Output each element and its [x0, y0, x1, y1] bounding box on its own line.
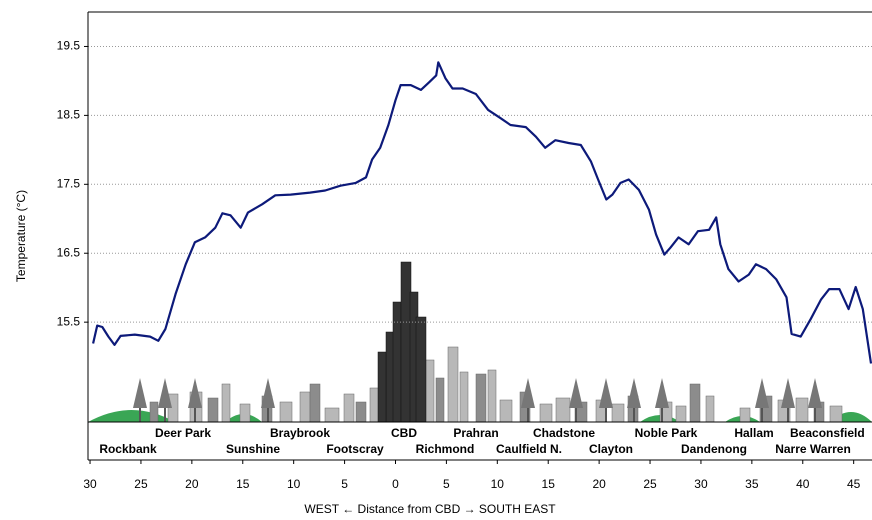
- building: [309, 383, 321, 423]
- grid: [88, 45, 872, 323]
- tree: [781, 378, 795, 408]
- x-tick-label: 45: [847, 477, 861, 491]
- tree: [755, 378, 769, 408]
- building: [221, 383, 231, 423]
- x-tick-label: 10: [491, 477, 505, 491]
- x-tick-label: 5: [443, 477, 450, 491]
- hill: [88, 410, 175, 422]
- temperature-line: [92, 61, 872, 364]
- x-tick-label: 30: [83, 477, 97, 491]
- building: [343, 393, 355, 423]
- building: [149, 401, 159, 423]
- location-label: Caulfield N.: [496, 442, 562, 456]
- location-label: Rockbank: [99, 442, 157, 456]
- location-label: Prahran: [453, 426, 498, 440]
- cbd-tower: [415, 316, 427, 423]
- location-label: Sunshine: [226, 442, 280, 456]
- building: [324, 407, 340, 423]
- building: [739, 407, 751, 423]
- location-label: Clayton: [589, 442, 633, 456]
- building: [705, 395, 715, 423]
- location-label: Deer Park: [155, 426, 211, 440]
- tree-trunk: [633, 405, 635, 422]
- building: [555, 397, 571, 423]
- cbd-tower: [392, 301, 402, 423]
- tree-trunk: [661, 405, 663, 422]
- tree: [133, 378, 147, 408]
- building: [689, 383, 701, 423]
- building: [675, 405, 687, 423]
- x-tick-label: 20: [185, 477, 199, 491]
- tree-trunk: [267, 405, 269, 422]
- location-label: Noble Park: [635, 426, 698, 440]
- building: [299, 391, 311, 423]
- building: [829, 405, 843, 423]
- location-label: Richmond: [416, 442, 475, 456]
- location-label: Dandenong: [681, 442, 747, 456]
- cbd-tower: [400, 261, 412, 423]
- tree-trunk: [527, 405, 529, 422]
- tree: [188, 378, 202, 408]
- tree: [521, 378, 535, 408]
- building: [611, 403, 625, 423]
- cbd-tower: [377, 351, 387, 423]
- x-tick-label: 30: [694, 477, 708, 491]
- tree: [158, 378, 172, 408]
- tree-trunk: [814, 405, 816, 422]
- tree: [627, 378, 641, 408]
- y-axis-label: Temperature (°C): [14, 190, 28, 282]
- tree-trunk: [787, 405, 789, 422]
- building: [355, 401, 367, 423]
- y-tick-label: 16.5: [57, 245, 81, 259]
- location-label: Footscray: [326, 442, 384, 456]
- tree-trunk: [194, 405, 196, 422]
- building: [447, 346, 459, 423]
- tree: [261, 378, 275, 408]
- x-tick-label: 0: [392, 477, 399, 491]
- tree: [655, 378, 669, 408]
- tree-trunk: [139, 405, 141, 422]
- tree: [569, 378, 583, 408]
- x-axis-label: WEST ← Distance from CBD → SOUTH EAST: [304, 502, 556, 516]
- building: [459, 371, 469, 423]
- tree-trunk: [605, 405, 607, 422]
- building: [539, 403, 553, 423]
- tree-trunk: [164, 405, 166, 422]
- building: [239, 403, 251, 423]
- building: [279, 401, 293, 423]
- building: [435, 377, 445, 423]
- x-tick-label: 15: [236, 477, 250, 491]
- location-label: Beaconsfield: [790, 426, 865, 440]
- building: [795, 397, 809, 423]
- location-label: Chadstone: [533, 426, 595, 440]
- y-tick-label: 19.5: [57, 39, 81, 53]
- x-tick-label: 40: [796, 477, 810, 491]
- tree: [599, 378, 613, 408]
- x-tick-label: 25: [643, 477, 657, 491]
- x-tick-label: 15: [542, 477, 556, 491]
- location-label: CBD: [391, 426, 417, 440]
- building: [207, 397, 219, 423]
- x-tick-label: 25: [134, 477, 148, 491]
- y-tick-label: 18.5: [57, 108, 81, 122]
- tree-trunk: [575, 405, 577, 422]
- building: [499, 399, 513, 423]
- location-label: Narre Warren: [775, 442, 851, 456]
- y-tick-label: 17.5: [57, 176, 81, 190]
- x-tick-label: 20: [592, 477, 606, 491]
- location-label: Hallam: [734, 426, 773, 440]
- y-tick-label: 15.5: [57, 314, 81, 328]
- building: [487, 369, 497, 423]
- location-label: Braybrook: [270, 426, 330, 440]
- tree-trunk: [761, 405, 763, 422]
- building: [475, 373, 487, 423]
- x-tick-label: 5: [341, 477, 348, 491]
- x-tick-label: 35: [745, 477, 759, 491]
- skyline: [88, 261, 872, 423]
- tree: [808, 378, 822, 408]
- x-tick-label: 10: [287, 477, 301, 491]
